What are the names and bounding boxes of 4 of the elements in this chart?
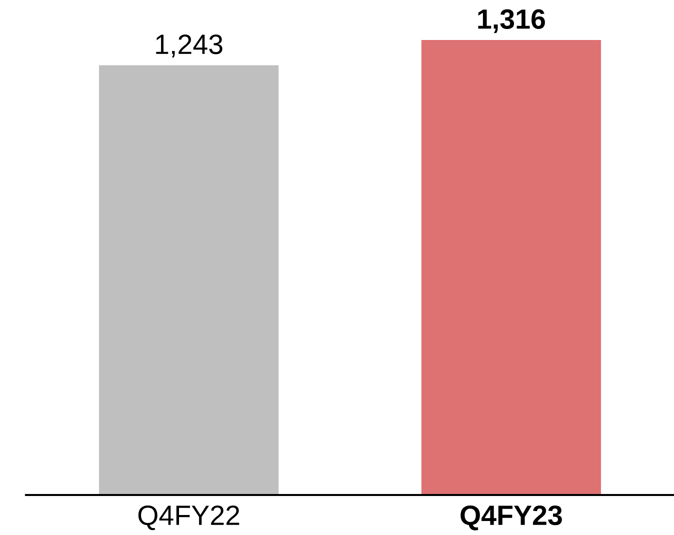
data-label: 1,316: [478, 9, 545, 33]
data-label: 1,243: [156, 34, 222, 58]
x-tick-label: Q4FY22: [138, 505, 240, 530]
x-tick-label: Q4FY23: [460, 505, 562, 530]
